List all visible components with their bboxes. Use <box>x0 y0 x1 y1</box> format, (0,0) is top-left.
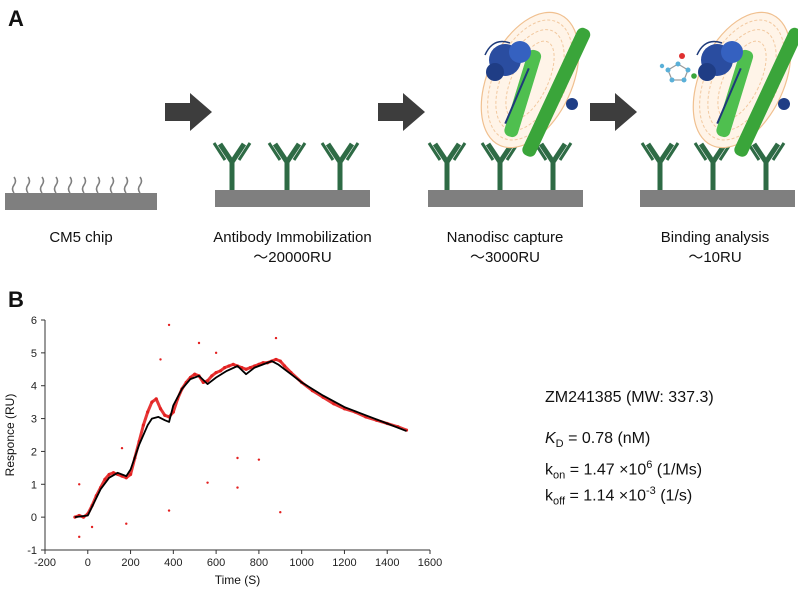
antibody-icon <box>695 143 731 190</box>
outlier-point <box>236 486 239 489</box>
outlier-point <box>206 481 209 484</box>
x-tick-label: -200 <box>34 557 56 569</box>
outlier-point <box>214 351 218 355</box>
antibody-icon <box>535 143 571 190</box>
chip-base-3 <box>428 190 583 207</box>
raw-data-point <box>146 410 150 414</box>
outlier-point <box>236 456 239 460</box>
raw-data-point <box>278 359 282 363</box>
raw-data-point <box>231 362 235 366</box>
raw-data-point <box>282 364 287 368</box>
nanodisc-icon <box>672 0 798 164</box>
outlier-point <box>78 535 81 539</box>
receptor-icon <box>696 40 790 110</box>
raw-data-point <box>205 379 210 383</box>
x-tick-label: 200 <box>121 557 139 569</box>
raw-data-point <box>332 402 336 406</box>
y-tick-label: -1 <box>27 545 37 557</box>
outlier-point <box>167 509 171 512</box>
y-tick-label: 6 <box>31 315 37 327</box>
outlier-point <box>78 483 81 486</box>
x-tick-label: 400 <box>164 557 182 569</box>
raw-data-point <box>124 476 128 480</box>
dextran-squiggles-icon <box>11 176 143 194</box>
x-tick-label: 0 <box>85 557 91 569</box>
y-tick-label: 1 <box>31 479 37 491</box>
receptor-icon <box>484 40 578 110</box>
panel-b-letter: B <box>8 287 24 312</box>
outlier-point <box>257 458 261 461</box>
raw-data-point <box>103 477 107 481</box>
y-tick-label: 0 <box>31 512 37 524</box>
x-tick-label: 1200 <box>332 557 356 569</box>
panel-a-letter: A <box>8 6 24 31</box>
raw-data-point <box>218 369 222 373</box>
raw-data-point <box>193 372 197 376</box>
raw-data-point <box>244 367 248 371</box>
step-label-nanodisc-capture: Nanodisc capture ～3000RU <box>446 229 564 266</box>
antibody-icon <box>214 143 250 190</box>
y-tick-label: 5 <box>31 348 37 360</box>
step-label-cm5-chip: CM5 chip <box>49 229 113 246</box>
raw-data-point <box>154 397 158 401</box>
y-axis-label: Responce (RU) <box>3 394 17 477</box>
sensorgram-chart: -200 0 200 400 600 800 1000 1200 1400 1600 -1 0 1 2 3 4… <box>3 315 442 587</box>
raw-data-point <box>248 366 252 370</box>
antibody-icon <box>642 143 678 190</box>
raw-data-point <box>227 364 231 368</box>
antibody-icon <box>269 143 305 190</box>
raw-data-point <box>210 374 214 378</box>
outlier-point <box>197 341 201 345</box>
cm5-chip-base <box>5 193 157 210</box>
outlier-point <box>125 522 128 525</box>
x-tick-label: 1600 <box>418 557 442 569</box>
kd-value: KD = 0.78 (nM) <box>545 430 651 451</box>
outlier-point <box>120 446 124 450</box>
panel-a-illustration <box>5 0 798 210</box>
raw-data-point <box>150 400 154 404</box>
raw-data-point <box>223 366 227 370</box>
antibody-icon <box>322 143 358 190</box>
x-tick-label: 1400 <box>375 557 399 569</box>
raw-data-point <box>141 423 145 427</box>
raw-data-point <box>274 357 278 362</box>
raw-data-point <box>107 472 111 477</box>
outlier-point <box>90 525 94 529</box>
raw-data-point <box>111 471 116 475</box>
compound-label: ZM241385 (MW: 337.3) <box>545 389 714 406</box>
antibody-icon <box>482 143 518 190</box>
outlier-point <box>159 358 162 361</box>
raw-data-point <box>163 413 167 417</box>
x-tick-label: 1000 <box>289 557 313 569</box>
outlier-point <box>167 323 171 327</box>
x-axis-label: Time (S) <box>215 573 261 587</box>
ligand-molecule-icon <box>659 53 697 83</box>
raw-data-series-band <box>74 357 408 519</box>
arrow-right-icon <box>165 93 212 131</box>
y-tick-label: 4 <box>31 381 37 393</box>
antibody-icon <box>748 143 784 190</box>
outlier-point <box>274 336 278 340</box>
antibody-icon <box>429 143 465 190</box>
outlier-point <box>279 511 282 514</box>
arrow-right-icon <box>378 93 425 131</box>
chip-base-4 <box>640 190 795 207</box>
y-tick-label: 2 <box>31 446 37 458</box>
raw-data-point <box>128 472 133 477</box>
y-tick-label: 3 <box>31 414 37 426</box>
arrow-right-icon <box>590 93 637 131</box>
kon-value: kon = 1.47 ×106 (1/Ms) <box>545 459 703 482</box>
step-label-antibody-immobilization: Antibody Immobilization ～20000RU <box>213 229 372 266</box>
step-label-binding-analysis: Binding analysis ～10RU <box>660 229 770 266</box>
nanodisc-icon <box>460 0 600 164</box>
raw-data-point <box>214 370 218 375</box>
raw-data-point <box>158 407 163 411</box>
fit-curve-series <box>74 360 407 518</box>
x-tick-label: 600 <box>207 557 225 569</box>
koff-value: koff = 1.14 ×10-3 (1/s) <box>545 485 693 508</box>
chip-base-2 <box>215 190 370 207</box>
x-tick-label: 800 <box>250 557 268 569</box>
